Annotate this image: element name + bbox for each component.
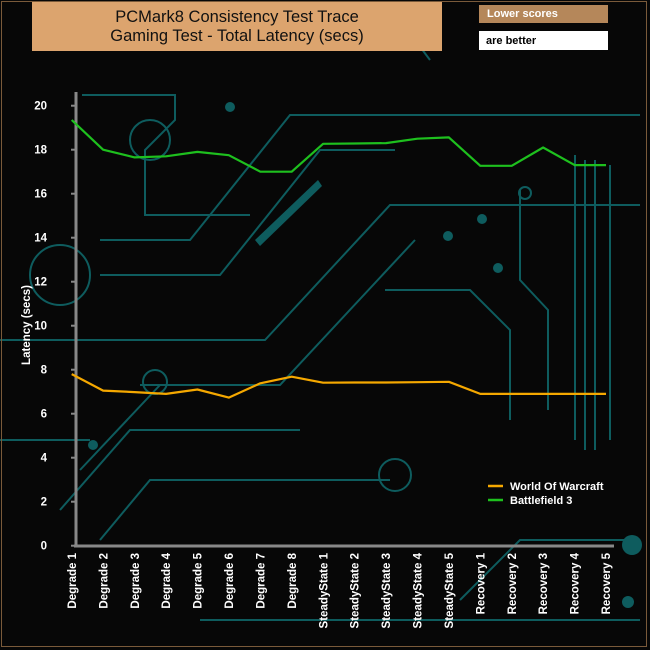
x-tick-label: Degrade 7	[255, 553, 267, 609]
y-tick-label: 20	[34, 101, 47, 113]
note-are-better: are better	[479, 31, 608, 50]
y-tick-label: 12	[34, 277, 47, 289]
x-tick-label: SteadyState 1	[318, 552, 330, 628]
x-tick-label: Recovery 4	[570, 552, 582, 614]
y-tick-label: 4	[41, 453, 48, 465]
x-tick-label: Degrade 5	[193, 552, 205, 608]
x-tick-label: SteadyState 2	[350, 553, 362, 628]
x-tick-label: Degrade 1	[67, 552, 79, 608]
y-tick-label: 8	[41, 365, 48, 377]
series-line-0	[71, 373, 606, 399]
x-tick-label: Recovery 3	[538, 553, 550, 614]
legend: World Of Warcraft Battlefield 3	[488, 481, 604, 507]
chart-title-box: PCMark8 Consistency Test Trace Gaming Te…	[32, 2, 442, 51]
chart-title: PCMark8 Consistency Test Trace	[115, 8, 359, 26]
legend-label: World Of Warcraft	[510, 481, 604, 493]
y-tick-label: 18	[34, 145, 47, 157]
x-tick-label: Recovery 2	[507, 553, 519, 614]
series-line-1	[70, 119, 606, 173]
y-axis-label: Latency (secs)	[21, 285, 33, 365]
x-tick-label: Degrade 6	[224, 553, 236, 609]
x-tick-label: SteadyState 3	[381, 553, 393, 628]
x-tick-label: Recovery 5	[601, 552, 613, 614]
x-tick-label: Recovery 1	[475, 552, 487, 614]
y-tick-label: 2	[41, 497, 47, 509]
chart-subtitle: Gaming Test - Total Latency (secs)	[110, 27, 364, 45]
y-tick-label: 0	[41, 541, 47, 553]
x-tick-label: SteadyState 5	[444, 552, 456, 628]
y-tick-label: 10	[34, 321, 47, 333]
y-tick-label: 6	[41, 409, 47, 421]
x-tick-label: Degrade 3	[130, 553, 142, 609]
y-tick-label: 16	[34, 189, 47, 201]
x-tick-label: Degrade 8	[287, 552, 299, 608]
x-tick-label: Degrade 4	[161, 552, 173, 608]
legend-label: Battlefield 3	[510, 495, 572, 507]
note-lower-scores: Lower scores	[479, 5, 608, 23]
x-tick-label: SteadyState 4	[413, 552, 425, 628]
y-tick-label: 14	[34, 233, 47, 245]
x-tick-label: Degrade 2	[98, 553, 110, 609]
